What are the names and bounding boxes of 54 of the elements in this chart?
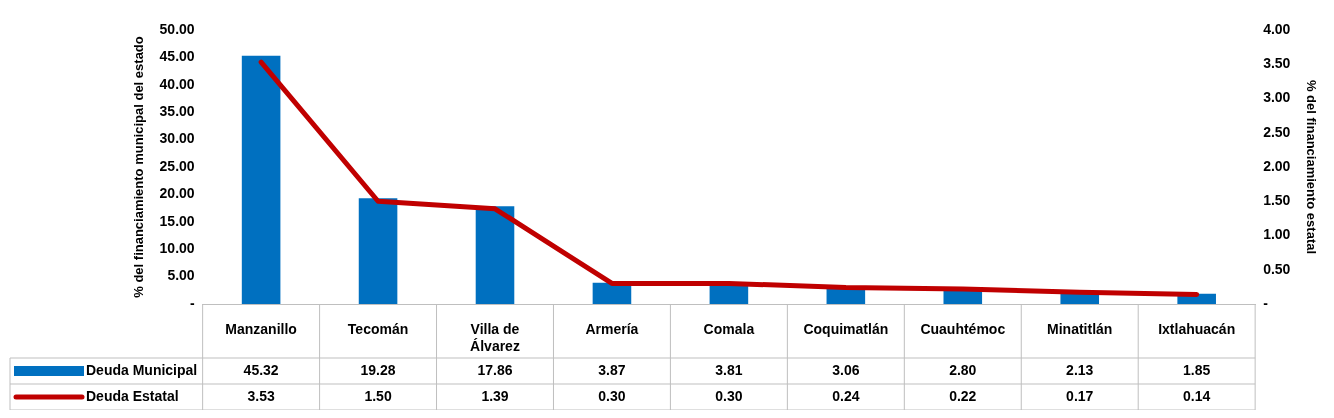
data-label: 0.22 [949,387,977,404]
data-label: 3.87 [598,361,626,378]
y2-tick-label: 0.50 [1263,260,1291,277]
data-label: 2.80 [949,361,977,378]
data-label: 0.30 [598,387,626,404]
data-label: 19.28 [360,361,396,378]
data-label: 3.81 [715,361,743,378]
data-label: 0.30 [715,387,743,404]
y-tick-label: - [189,294,195,311]
y2-tick-label: 1.50 [1263,192,1291,209]
y2-tick-label: 2.00 [1263,157,1291,174]
data-label: 0.17 [1066,387,1094,404]
y-tick-label: 20.00 [159,185,195,202]
y-tick-label: 40.00 [159,75,195,92]
x-tick-label: Villa de Álvarez [470,321,520,355]
data-label: 2.13 [1066,361,1094,378]
data-label: 45.32 [243,361,279,378]
y2-tick-label: - [1263,294,1269,311]
data-label: 3.06 [832,361,860,378]
y2-tick-label: 1.00 [1263,226,1291,243]
x-tick-label: Minatitlán [1047,321,1113,338]
x-tick-label: Tecomán [347,321,409,338]
data-label: 1.85 [1183,361,1211,378]
bar [241,55,281,304]
x-tick-label: Manzanillo [225,321,297,338]
y2-tick-label: 2.50 [1263,123,1291,140]
data-label: 3.53 [247,387,275,404]
bar [358,198,398,304]
y-axis-title: % del financiamiento municipal del estado [131,36,147,298]
y-tick-label: 5.00 [167,267,195,284]
y2-axis-title: % del financiamiento estatal [1303,79,1319,255]
data-label: 1.39 [481,387,509,404]
x-tick-label: Comala [703,321,755,338]
y2-tick-label: 3.00 [1263,89,1291,106]
x-tick-label: Cuauhtémoc [920,321,1006,338]
y-tick-label: 50.00 [159,20,195,37]
y-tick-label: 35.00 [159,103,195,120]
y-tick-label: 15.00 [159,212,195,229]
y-tick-label: 10.00 [159,240,195,257]
y2-tick-label: 4.00 [1263,20,1291,37]
data-label: 0.14 [1183,387,1211,404]
y-tick-label: 25.00 [159,157,195,174]
legend-label: Deuda Estatal [86,387,179,404]
x-tick-label: Ixtlahuacán [1158,321,1236,338]
legend-label: Deuda Municipal [86,361,198,378]
data-label: 1.50 [364,387,392,404]
x-tick-label: Coquimatlán [803,321,889,338]
x-tick-label: Armería [585,321,639,338]
data-label: 0.24 [832,387,860,404]
y-tick-label: 30.00 [159,130,195,147]
data-label: 17.86 [477,361,513,378]
bar [475,206,515,304]
y2-tick-label: 3.50 [1263,55,1291,72]
y-tick-label: 45.00 [159,48,195,65]
